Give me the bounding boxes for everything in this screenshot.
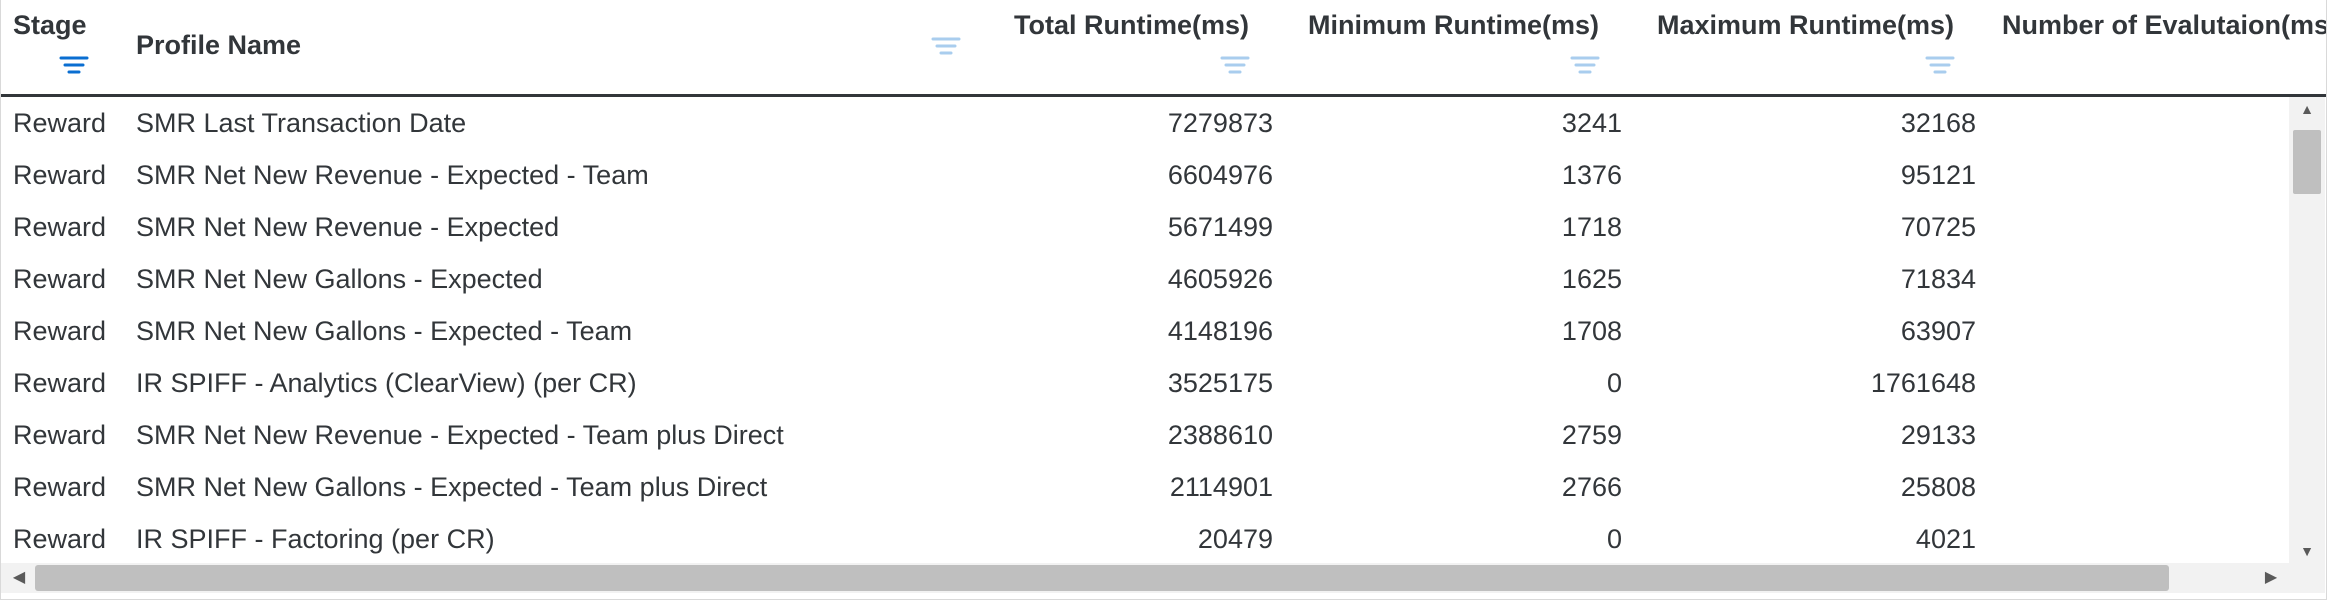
scrollbar-corner	[2289, 563, 2325, 593]
column-header-minimum-runtime[interactable]: Minimum Runtime(ms)	[1272, 0, 1622, 94]
cell-total-runtime: 7279873	[1167, 108, 1273, 138]
cell-total-runtime: 4148196	[1167, 316, 1273, 346]
cell-minimum-runtime: 1376	[1561, 160, 1622, 190]
cell-stage: Reward	[13, 160, 107, 190]
cell-profile-name: IR SPIFF - Analytics (ClearView) (per CR…	[136, 368, 637, 398]
cell-profile-name: SMR Net New Gallons - Expected	[136, 264, 543, 294]
scroll-left-arrow-icon[interactable]: ◀	[12, 569, 26, 586]
cell-profile-name: IR SPIFF - Factoring (per CR)	[136, 524, 495, 554]
table-row[interactable]: Reward SMR Last Transaction Date 7279873…	[1, 97, 2289, 149]
cell-total-runtime: 2388610	[1167, 420, 1273, 450]
cell-total-runtime: 3525175	[1167, 368, 1273, 398]
table-row[interactable]: Reward IR SPIFF - Analytics (ClearView) …	[1, 357, 2289, 409]
cell-maximum-runtime: 1761648	[1870, 368, 1976, 398]
cell-minimum-runtime: 1625	[1561, 264, 1622, 294]
cell-stage: Reward	[13, 472, 107, 502]
cell-total-runtime: 20479	[1197, 524, 1273, 554]
column-header-profile-name[interactable]: Profile Name	[131, 0, 971, 94]
cell-total-runtime: 6604976	[1167, 160, 1273, 190]
column-header-evaluations[interactable]: Number of Evalutaion(ms	[1976, 0, 2326, 94]
cell-minimum-runtime: 2759	[1561, 420, 1622, 450]
scroll-right-arrow-icon[interactable]: ▶	[2264, 569, 2278, 586]
table-row[interactable]: Reward SMR Net New Gallons - Expected 46…	[1, 253, 2289, 305]
cell-total-runtime: 4605926	[1167, 264, 1273, 294]
vertical-scrollbar[interactable]: ▲ ▼	[2289, 97, 2325, 563]
column-header-total-runtime[interactable]: Total Runtime(ms)	[971, 0, 1272, 94]
cell-minimum-runtime: 3241	[1561, 108, 1622, 138]
scroll-down-arrow-icon[interactable]: ▼	[2300, 543, 2314, 559]
cell-total-runtime: 5671499	[1167, 212, 1273, 242]
cell-minimum-runtime: 0	[1606, 524, 1622, 554]
vertical-scroll-thumb[interactable]	[2293, 130, 2321, 194]
table-row[interactable]: Reward IR SPIFF - Factoring (per CR) 204…	[1, 513, 2289, 563]
table-row[interactable]: Reward SMR Net New Gallons - Expected - …	[1, 305, 2289, 357]
cell-stage: Reward	[13, 420, 107, 450]
cell-maximum-runtime: 4021	[1915, 524, 1976, 554]
table-row[interactable]: Reward SMR Net New Gallons - Expected - …	[1, 461, 2289, 513]
cell-maximum-runtime: 29133	[1900, 420, 1976, 450]
horizontal-scrollbar[interactable]: ◀ ▶	[1, 563, 2289, 593]
cell-profile-name: SMR Last Transaction Date	[136, 108, 467, 138]
column-header-profile-name-label: Profile Name	[136, 30, 302, 60]
filter-icon[interactable]	[1570, 55, 1600, 77]
cell-maximum-runtime: 95121	[1900, 160, 1976, 190]
cell-profile-name: SMR Net New Revenue - Expected - Team pl…	[136, 420, 784, 450]
filter-icon[interactable]	[1220, 55, 1250, 77]
cell-stage: Reward	[13, 368, 107, 398]
cell-maximum-runtime: 70725	[1900, 212, 1976, 242]
cell-profile-name: SMR Net New Gallons - Expected - Team pl…	[136, 472, 768, 502]
horizontal-scroll-thumb[interactable]	[35, 565, 2169, 591]
cell-profile-name: SMR Net New Revenue - Expected	[136, 212, 560, 242]
column-header-total-runtime-label: Total Runtime(ms)	[1014, 10, 1249, 40]
column-header-stage[interactable]: Stage	[1, 0, 131, 94]
column-header-maximum-runtime[interactable]: Maximum Runtime(ms)	[1622, 0, 1976, 94]
cell-stage: Reward	[13, 212, 107, 242]
cell-stage: Reward	[13, 108, 107, 138]
table-row[interactable]: Reward SMR Net New Revenue - Expected 56…	[1, 201, 2289, 253]
cell-minimum-runtime: 0	[1606, 368, 1622, 398]
cell-profile-name: SMR Net New Gallons - Expected - Team	[136, 316, 633, 346]
cell-maximum-runtime: 32168	[1900, 108, 1976, 138]
cell-stage: Reward	[13, 264, 107, 294]
column-header-minimum-runtime-label: Minimum Runtime(ms)	[1307, 10, 1599, 40]
filter-icon[interactable]	[931, 36, 961, 58]
column-header-maximum-runtime-label: Maximum Runtime(ms)	[1656, 10, 1954, 40]
cell-profile-name: SMR Net New Revenue - Expected - Team	[136, 160, 649, 190]
cell-maximum-runtime: 63907	[1900, 316, 1976, 346]
table-body: Reward SMR Last Transaction Date 7279873…	[1, 97, 2289, 563]
cell-minimum-runtime: 2766	[1561, 472, 1622, 502]
cell-total-runtime: 2114901	[1169, 472, 1273, 502]
table-row[interactable]: Reward SMR Net New Revenue - Expected - …	[1, 409, 2289, 461]
cell-stage: Reward	[13, 524, 107, 554]
scroll-up-arrow-icon[interactable]: ▲	[2300, 101, 2314, 117]
cell-maximum-runtime: 71834	[1900, 264, 1976, 294]
table-header: Stage Profile Name Total Runtime(ms) Min…	[1, 0, 2326, 97]
column-header-stage-label: Stage	[13, 10, 87, 40]
column-header-evaluations-label: Number of Evalutaion(ms	[2002, 10, 2326, 40]
cell-minimum-runtime: 1708	[1561, 316, 1622, 346]
filter-icon[interactable]	[59, 55, 89, 77]
table-row[interactable]: Reward SMR Net New Revenue - Expected - …	[1, 149, 2289, 201]
cell-stage: Reward	[13, 316, 107, 346]
filter-icon[interactable]	[1925, 55, 1955, 77]
cell-maximum-runtime: 25808	[1900, 472, 1976, 502]
cell-minimum-runtime: 1718	[1561, 212, 1622, 242]
